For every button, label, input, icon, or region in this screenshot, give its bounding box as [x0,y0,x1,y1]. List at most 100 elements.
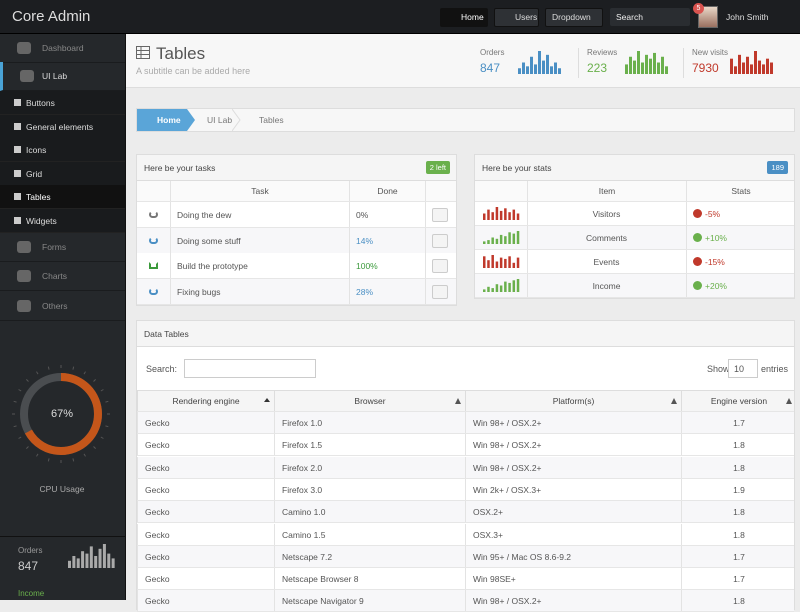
data-cell: OSX.3+ [465,523,681,545]
search-box[interactable]: Search [610,8,690,26]
sidebar: Dashboard UI Lab Forms Charts Others Buttons G… [0,34,126,600]
gauge-tick [47,458,50,462]
stat-label: Reviews [587,48,618,57]
settings-button[interactable] [432,285,448,300]
col-border [170,279,171,305]
data-cell: 1.8 [681,523,796,545]
submenu-item[interactable]: Widgets [0,209,125,233]
spark-bar [495,284,499,292]
submenu-item[interactable]: Icons [0,138,125,163]
data-cell: Win 2k+ / OSX.3+ [465,478,681,500]
data-cell: Netscape Browser 8 [274,568,465,590]
stat-value: 7930 [692,61,719,75]
col-border [425,253,426,279]
submenu-item[interactable]: Tables [0,185,125,210]
submenu-item[interactable]: Grid [0,161,125,186]
col-border [686,226,687,249]
column-header[interactable]: Rendering engine [137,391,274,411]
submenu-icon [14,217,21,224]
col-border [527,226,528,249]
status-icon [149,211,158,218]
table-header: Rendering engine Browser Platform(s) Engine… [137,390,794,412]
sidebar-item[interactable]: Dashboard [0,34,125,63]
col-border [527,274,528,297]
data-cell: Camino 1.5 [274,523,465,545]
gauge-label: 67% [50,408,74,420]
spark-bar [487,260,490,268]
spark-bar [661,56,664,74]
column-header[interactable]: Engine version [681,391,796,411]
header-stat: New visits 7930 [692,48,728,80]
spark-bar [483,289,486,292]
spark-bar [750,64,753,74]
nav-home[interactable]: Home [440,8,488,27]
nav-dropdown[interactable]: Dropdown [545,8,603,27]
column-header[interactable]: Browser [274,391,465,411]
data-row: Gecko Netscape Navigator 9 Win 98+ / OSX.2… [137,590,794,612]
gauge-tick [13,400,17,403]
page-size-select[interactable]: 10 [728,359,758,378]
cpu-gauge [12,365,110,463]
col-border [349,227,350,253]
data-cell: 1.8 [681,590,796,612]
spark-bar [85,553,89,568]
settings-button[interactable] [432,259,448,274]
spark-bar [554,62,557,74]
settings-button[interactable] [432,208,448,222]
sparkline [730,51,773,74]
spark-bar [518,68,521,74]
submenu-item[interactable]: General elements [0,114,125,139]
submenu-icon [14,99,21,106]
spark-bar [499,210,503,220]
orders-value: 847 [18,559,39,573]
spark-bar [516,213,520,220]
page-header [126,34,800,88]
gauge-tick [93,378,97,382]
sidebar-item[interactable]: Forms [0,233,125,262]
data-cell: Gecko [137,456,274,478]
spark-bar [645,54,648,74]
crumb-home[interactable]: Home [157,115,181,125]
spark-bar [633,60,636,74]
stats-item: Comments [585,233,628,243]
sidebar-icon [17,300,31,312]
settings-button[interactable] [432,233,448,248]
spark-bar [487,286,490,292]
header-stat: Orders 847 [480,48,504,80]
spark-bar [508,232,511,244]
table-header: Item Stats [475,181,794,202]
gauge-tick [83,371,86,375]
sidebar-icon [20,70,34,82]
sparkline [68,544,115,568]
col-border [686,202,687,225]
data-cell: Firefox 1.0 [274,412,465,433]
sidebar-item[interactable]: Others [0,292,125,321]
search-input[interactable] [184,359,316,378]
search-label: Search: [146,364,178,374]
data-cell: Firefox 2.0 [274,456,465,478]
spark-bar [546,54,549,74]
spark-bar [665,66,668,74]
spark-bar [499,234,503,244]
spark-bar [495,238,499,244]
column-header[interactable]: Platform(s) [465,391,681,411]
sidebar-item[interactable]: Charts [0,262,125,291]
nav-users[interactable]: Users [494,8,539,27]
stats-value: -5% [705,209,721,219]
sidebar-item[interactable]: UI Lab [0,62,125,91]
submenu-item[interactable]: Buttons [0,91,125,115]
col-border [349,279,350,305]
col-border [425,202,426,227]
spark-bar [487,240,490,244]
user-menu[interactable]: John Smith [726,12,769,22]
sparkline [518,51,561,74]
gauge-tick [18,436,22,439]
stats-value: -15% [705,257,725,267]
brand[interactable]: Core Admin [12,8,91,25]
crumb-uilab[interactable]: UI Lab [207,115,233,125]
stats-item: Visitors [592,209,621,219]
page-title: Tables [156,44,206,63]
entries-label: entries [761,364,789,374]
spark-bar [504,236,507,244]
sort-icon [264,398,270,402]
